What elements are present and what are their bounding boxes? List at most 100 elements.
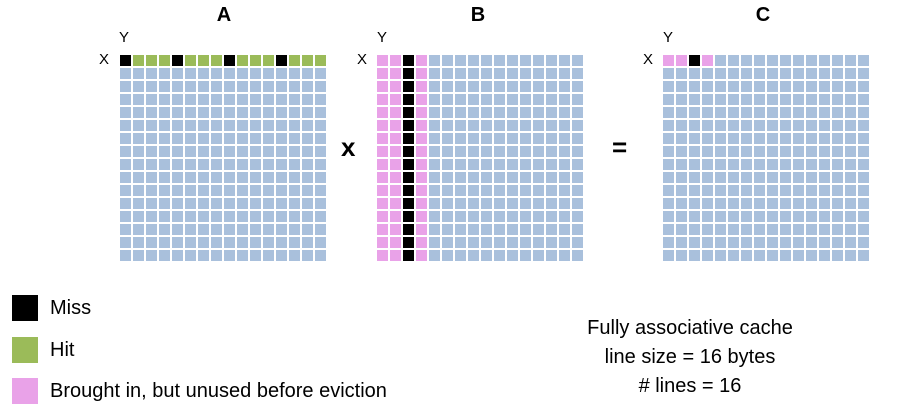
matrix-a-cell-r12-c14 — [302, 211, 313, 222]
matrix-a-cell-r7-c13 — [289, 146, 300, 157]
matrix-a-cell-r9-c14 — [302, 172, 313, 183]
matrix-a-cell-r10-c8 — [224, 185, 235, 196]
matrix-c-cell-r12-c6 — [741, 211, 752, 222]
matrix-a-cell-r4-c11 — [263, 107, 274, 118]
matrix-c-cell-r8-c11 — [806, 159, 817, 170]
matrix-a-cell-r5-c1 — [133, 120, 144, 131]
matrix-c-cell-r4-c2 — [689, 107, 700, 118]
matrix-c-cell-r5-c11 — [806, 120, 817, 131]
matrix-c-cell-r4-c3 — [702, 107, 713, 118]
matrix-b-cell-r9-c12 — [533, 172, 544, 183]
matrix-a-cell-r2-c15 — [315, 81, 326, 92]
matrix-a-cell-r13-c0 — [120, 224, 131, 235]
matrix-b-cell-r9-c13 — [546, 172, 557, 183]
matrix-b-cell-r5-c11 — [520, 120, 531, 131]
matrix-c-cell-r4-c7 — [754, 107, 765, 118]
matrix-a-cell-r1-c13 — [289, 68, 300, 79]
matrix-a-cell-r1-c2 — [146, 68, 157, 79]
matrix-b-cell-r0-c12 — [533, 55, 544, 66]
matrix-c-cell-r9-c2 — [689, 172, 700, 183]
matrix-a-cell-r4-c4 — [172, 107, 183, 118]
matrix-a-cell-r15-c9 — [237, 250, 248, 261]
matrix-b-cell-r1-c14 — [559, 68, 570, 79]
matrix-b-cell-r11-c5 — [442, 198, 453, 209]
matrix-b-cell-r15-c2 — [403, 250, 414, 261]
matrix-a-cell-r7-c2 — [146, 146, 157, 157]
matrix-c-cell-r7-c5 — [728, 146, 739, 157]
matrix-c-cell-r8-c1 — [676, 159, 687, 170]
matrix-c-cell-r14-c10 — [793, 237, 804, 248]
matrix-a-cell-r5-c9 — [237, 120, 248, 131]
matrix-b-cell-r6-c12 — [533, 133, 544, 144]
matrix-c-cell-r8-c13 — [832, 159, 843, 170]
matrix-b-cell-r15-c9 — [494, 250, 505, 261]
matrix-b-cell-r8-c2 — [403, 159, 414, 170]
matrix-a-cell-r2-c4 — [172, 81, 183, 92]
cache-info: Fully associative cache line size = 16 b… — [530, 314, 850, 401]
matrix-c-cell-r4-c15 — [858, 107, 869, 118]
matrix-a-cell-r12-c13 — [289, 211, 300, 222]
matrix-b-col-axis-label: Y — [377, 29, 388, 46]
matrix-a-cell-r10-c13 — [289, 185, 300, 196]
matrix-c-cell-r3-c5 — [728, 94, 739, 105]
matrix-a-cell-r15-c0 — [120, 250, 131, 261]
matrix-b-cell-r9-c1 — [390, 172, 401, 183]
matrix-a-cell-r3-c8 — [224, 94, 235, 105]
matrix-b-cell-r14-c9 — [494, 237, 505, 248]
matrix-a-cell-r15-c6 — [198, 250, 209, 261]
matrix-b-cell-r2-c4 — [429, 81, 440, 92]
matrix-b-cell-r14-c12 — [533, 237, 544, 248]
matrix-a-cell-r10-c0 — [120, 185, 131, 196]
matrix-c-cell-r7-c0 — [663, 146, 674, 157]
matrix-b-cell-r6-c13 — [546, 133, 557, 144]
matrix-b-cell-r0-c15 — [572, 55, 583, 66]
matrix-b-cell-r10-c7 — [468, 185, 479, 196]
matrix-b-cell-r9-c2 — [403, 172, 414, 183]
matrix-a-cell-r10-c12 — [276, 185, 287, 196]
matrix-c-cell-r3-c11 — [806, 94, 817, 105]
matrix-b-cell-r1-c6 — [455, 68, 466, 79]
matrix-c-cell-r6-c7 — [754, 133, 765, 144]
matrix-c-cell-r2-c8 — [767, 81, 778, 92]
matrix-a-cell-r9-c7 — [211, 172, 222, 183]
matrix-a-cell-r1-c3 — [159, 68, 170, 79]
legend-swatch-brought-in-unused — [12, 378, 38, 404]
matrix-a-cell-r10-c11 — [263, 185, 274, 196]
matrix-c-cell-r8-c12 — [819, 159, 830, 170]
matrix-c-cell-r2-c15 — [858, 81, 869, 92]
matrix-b-cell-r1-c15 — [572, 68, 583, 79]
matrix-c-cell-r7-c15 — [858, 146, 869, 157]
matrix-a-cell-r1-c12 — [276, 68, 287, 79]
matrix-c-cell-r8-c10 — [793, 159, 804, 170]
matrix-b-cell-r4-c10 — [507, 107, 518, 118]
matrix-b-cell-r11-c4 — [429, 198, 440, 209]
matrix-c-cell-r3-c15 — [858, 94, 869, 105]
matrix-c-cell-r9-c9 — [780, 172, 791, 183]
matrix-b-cell-r5-c4 — [429, 120, 440, 131]
matrix-a-cell-r5-c8 — [224, 120, 235, 131]
matrix-a-cell-r0-c1 — [133, 55, 144, 66]
matrix-a-cell-r3-c2 — [146, 94, 157, 105]
matrix-a-cell-r15-c3 — [159, 250, 170, 261]
matrix-b-cell-r0-c1 — [390, 55, 401, 66]
matrix-a-cell-r12-c15 — [315, 211, 326, 222]
matrix-b-cell-r3-c15 — [572, 94, 583, 105]
matrix-b-cell-r2-c1 — [390, 81, 401, 92]
matrix-b-cell-r8-c3 — [416, 159, 427, 170]
matrix-c-cell-r9-c0 — [663, 172, 674, 183]
matrix-c-cell-r9-c10 — [793, 172, 804, 183]
matrix-c-cell-r5-c5 — [728, 120, 739, 131]
matrix-b-cell-r1-c9 — [494, 68, 505, 79]
matrix-b-cell-r9-c7 — [468, 172, 479, 183]
matrix-c-cell-r0-c10 — [793, 55, 804, 66]
matrix-c-cell-r8-c6 — [741, 159, 752, 170]
matrix-a-cell-r2-c0 — [120, 81, 131, 92]
matrix-b-cell-r2-c0 — [377, 81, 388, 92]
matrix-c-cell-r7-c10 — [793, 146, 804, 157]
matrix-b-cell-r9-c0 — [377, 172, 388, 183]
matrix-a-cell-r2-c12 — [276, 81, 287, 92]
matrix-b-cell-r13-c5 — [442, 224, 453, 235]
matrix-a-cell-r3-c6 — [198, 94, 209, 105]
matrix-b-cell-r4-c14 — [559, 107, 570, 118]
matrix-c-cell-r6-c2 — [689, 133, 700, 144]
